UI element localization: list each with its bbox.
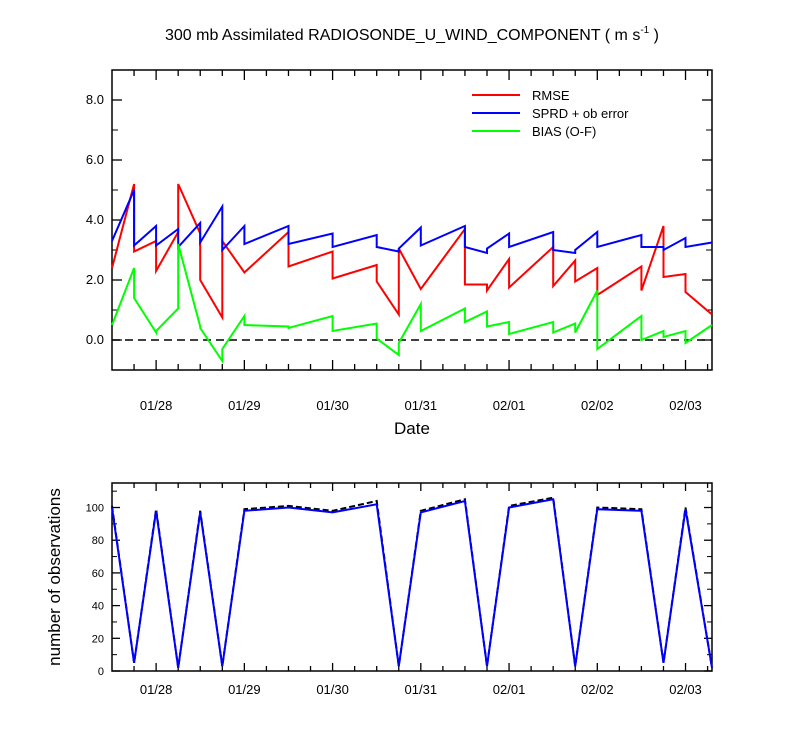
x-axis-title: Date (394, 419, 430, 438)
chart-title: 300 mb Assimilated RADIOSONDE_U_WIND_COM… (165, 25, 659, 44)
x-tick-label: 01/30 (316, 398, 349, 413)
x-tick-label: 01/28 (140, 682, 173, 697)
x-tick-label: 02/01 (493, 682, 526, 697)
series-line-bias-o-f (111, 243, 713, 365)
legend-label: RMSE (532, 88, 570, 103)
y-tick-label: 60 (92, 568, 104, 580)
y-axis-title-observations: number of observations (45, 488, 64, 666)
y-tick-label: 0.0 (86, 332, 104, 347)
series-line-rmse (111, 183, 713, 322)
chart-title-superscript: -1 (640, 25, 649, 36)
bottom-panel: 0 20 40 60 80 100 01/28 01/29 01/30 01/31 02/01 02/… (45, 482, 713, 697)
y-tick-label: 100 (86, 503, 104, 515)
x-tick-label: 02/03 (669, 682, 702, 697)
x-tick-label: 01/31 (405, 398, 438, 413)
x-tick-label: 02/03 (669, 398, 702, 413)
y-tick-label: 80 (92, 535, 104, 547)
x-tick-label: 02/02 (581, 682, 614, 697)
x-tick-label: 02/02 (581, 398, 614, 413)
chart-title-end: ) (649, 27, 659, 44)
y-tick-label: 20 (92, 633, 104, 645)
series-line-observations-used (111, 498, 713, 668)
top-ticks-group: 0.0 2.0 4.0 6.0 8.0 01/28 01/29 01/30 01/31 02/01… (86, 69, 712, 413)
x-tick-label: 01/28 (140, 398, 173, 413)
x-tick-label: 01/31 (405, 682, 438, 697)
legend-label: BIAS (O-F) (532, 124, 596, 139)
legend: RMSE SPRD + ob error BIAS (O-F) (472, 88, 629, 139)
bottom-plot-frame (111, 482, 713, 672)
y-tick-label: 6.0 (86, 152, 104, 167)
x-tick-label: 01/29 (228, 398, 261, 413)
y-tick-label: 4.0 (86, 212, 104, 227)
x-tick-label: 01/30 (316, 682, 349, 697)
chart-title-main: 300 mb Assimilated RADIOSONDE_U_WIND_COM… (165, 27, 640, 44)
series-line-sprd-ob-error (111, 189, 713, 255)
y-tick-label: 40 (92, 601, 104, 613)
bottom-series-group (111, 496, 713, 668)
legend-label: SPRD + ob error (532, 106, 629, 121)
y-tick-label: 2.0 (86, 272, 104, 287)
top-panel: 0.0 2.0 4.0 6.0 8.0 01/28 01/29 01/30 01/31 02/01… (86, 69, 713, 438)
x-tick-label: 01/29 (228, 682, 261, 697)
y-tick-label: 8.0 (86, 92, 104, 107)
bottom-ticks-group: 0 20 40 60 80 100 01/28 01/29 01/30 01/31 02/01 02/… (86, 483, 712, 697)
y-tick-label: 0 (98, 666, 104, 678)
top-series-group (111, 183, 713, 365)
x-tick-label: 02/01 (493, 398, 526, 413)
